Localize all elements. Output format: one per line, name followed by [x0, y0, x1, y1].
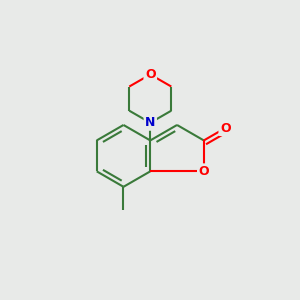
Text: O: O [220, 122, 231, 135]
Text: O: O [199, 165, 209, 178]
Text: O: O [145, 68, 156, 81]
Text: N: N [145, 116, 155, 129]
